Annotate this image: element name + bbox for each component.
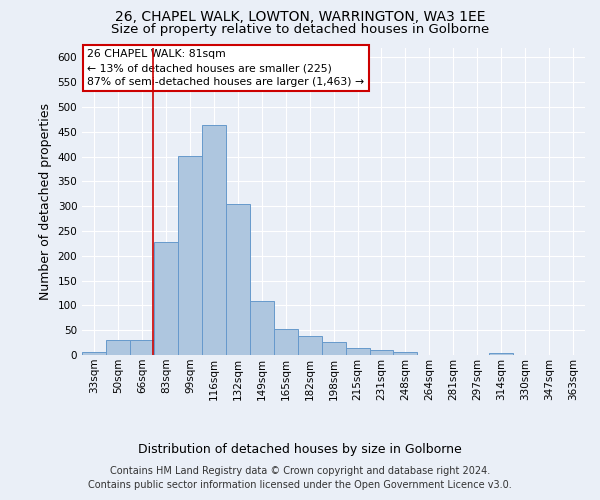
Text: 26 CHAPEL WALK: 81sqm
← 13% of detached houses are smaller (225)
87% of semi-det: 26 CHAPEL WALK: 81sqm ← 13% of detached … bbox=[87, 49, 364, 87]
Bar bbox=[274, 329, 298, 355]
Bar bbox=[394, 352, 418, 355]
Bar bbox=[298, 336, 322, 355]
Text: 26, CHAPEL WALK, LOWTON, WARRINGTON, WA3 1EE: 26, CHAPEL WALK, LOWTON, WARRINGTON, WA3… bbox=[115, 10, 485, 24]
Bar bbox=[154, 242, 178, 355]
Bar bbox=[82, 352, 106, 355]
Text: Distribution of detached houses by size in Golborne: Distribution of detached houses by size … bbox=[138, 442, 462, 456]
Bar bbox=[202, 126, 226, 355]
Y-axis label: Number of detached properties: Number of detached properties bbox=[39, 103, 52, 300]
Bar bbox=[250, 300, 274, 355]
Bar bbox=[489, 352, 513, 355]
Bar bbox=[130, 340, 154, 355]
Bar bbox=[346, 348, 370, 355]
Bar bbox=[106, 340, 130, 355]
Text: Contains HM Land Registry data © Crown copyright and database right 2024.
Contai: Contains HM Land Registry data © Crown c… bbox=[88, 466, 512, 490]
Bar bbox=[370, 350, 394, 355]
Text: Size of property relative to detached houses in Golborne: Size of property relative to detached ho… bbox=[111, 22, 489, 36]
Bar bbox=[322, 342, 346, 355]
Bar bbox=[226, 204, 250, 355]
Bar bbox=[178, 156, 202, 355]
